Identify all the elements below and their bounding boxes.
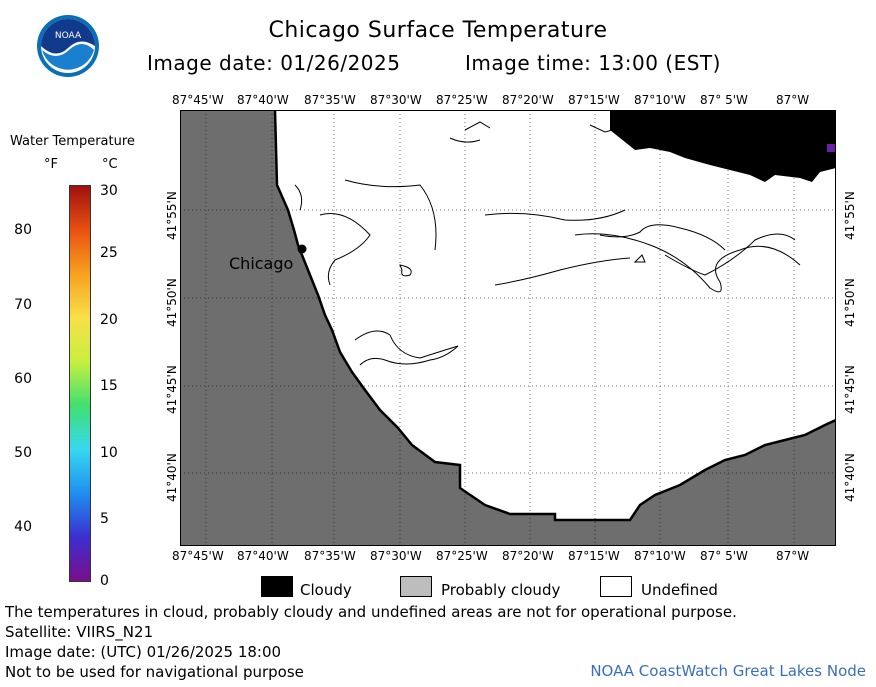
lon-label-bottom: 87°45'W: [172, 549, 224, 563]
c-tick-30: 30: [100, 183, 118, 199]
temperature-contours: [294, 121, 801, 366]
lat-label-left: 41°40'N: [165, 453, 179, 502]
image-time: Image time: 13:00 (EST): [465, 51, 721, 75]
cloudy-swatch: [261, 576, 293, 597]
temperature-map[interactable]: Chicago: [180, 110, 836, 546]
cloudy-key-label: Cloudy: [300, 581, 352, 599]
map-frame: [180, 110, 836, 546]
lat-label-left: 41°45'N: [165, 365, 179, 414]
c-tick-10: 10: [100, 445, 118, 461]
lon-label-bottom: 87°20'W: [502, 549, 554, 563]
land-area: [180, 110, 836, 546]
probably-cloudy-key-label: Probably cloudy: [441, 581, 561, 599]
legend-unit-c: °C: [102, 157, 118, 172]
f-tick-50: 50: [14, 445, 32, 461]
lon-label-top: 87°20'W: [502, 93, 554, 107]
utc-date: Image date: (UTC) 01/26/2025 18:00: [5, 643, 282, 661]
lon-label-top: 87°40'W: [237, 93, 289, 107]
lon-label-bottom: 87°15'W: [568, 549, 620, 563]
shoreline: [273, 110, 836, 522]
lon-label-bottom: 87° 5'W: [700, 549, 748, 563]
lon-label-top: 87° 5'W: [700, 93, 748, 107]
c-tick-20: 20: [100, 312, 118, 328]
lon-label-top: 87°W: [776, 93, 810, 107]
f-tick-70: 70: [14, 297, 32, 313]
lon-label-top: 87°45'W: [172, 93, 224, 107]
lon-label-bottom: 87°35'W: [304, 549, 356, 563]
legend-unit-f: °F: [44, 157, 58, 172]
lon-label-top: 87°15'W: [568, 93, 620, 107]
navigation-note: Not to be used for navigational purpose: [5, 663, 304, 681]
undefined-key-label: Undefined: [641, 581, 718, 599]
probably-cloudy-swatch: [400, 576, 432, 597]
image-date: Image date: 01/26/2025: [147, 51, 401, 75]
temperature-colorbar: [69, 185, 91, 582]
lat-label-right: 41°55'N: [843, 191, 857, 240]
operational-note: The temperatures in cloud, probably clou…: [5, 603, 737, 621]
lat-lon-grid: [180, 110, 836, 546]
legend-title: Water Temperature: [10, 134, 135, 149]
lon-label-bottom: 87°30'W: [370, 549, 422, 563]
page-title: Chicago Surface Temperature: [268, 18, 608, 43]
coastwatch-node-link[interactable]: NOAA CoastWatch Great Lakes Node: [590, 662, 866, 680]
c-tick-5: 5: [100, 511, 109, 527]
lon-label-top: 87°30'W: [370, 93, 422, 107]
c-tick-0: 0: [100, 573, 109, 589]
lon-label-bottom: 87°10'W: [634, 549, 686, 563]
logo-text: NOAA: [55, 31, 82, 41]
c-tick-25: 25: [100, 245, 118, 261]
lon-label-top: 87°35'W: [304, 93, 356, 107]
lon-label-bottom: 87°25'W: [436, 549, 488, 563]
f-tick-60: 60: [14, 371, 32, 387]
undefined-swatch: [600, 576, 632, 597]
lon-label-bottom: 87°40'W: [237, 549, 289, 563]
f-tick-80: 80: [14, 222, 32, 238]
lat-label-right: 41°50'N: [843, 278, 857, 327]
chicago-label: Chicago: [229, 254, 293, 273]
lat-label-right: 41°40'N: [843, 453, 857, 502]
lon-label-top: 87°25'W: [436, 93, 488, 107]
lat-label-right: 41°45'N: [843, 365, 857, 414]
lon-label-top: 87°10'W: [634, 93, 686, 107]
purple-pixel: [827, 144, 836, 152]
c-tick-15: 15: [100, 378, 118, 394]
satellite-info: Satellite: VIIRS_N21: [5, 623, 154, 641]
cloudy-area: [610, 110, 836, 182]
noaa-logo: NOAA: [37, 15, 99, 77]
lat-label-left: 41°55'N: [165, 191, 179, 240]
lon-label-bottom: 87°W: [776, 549, 810, 563]
f-tick-40: 40: [14, 519, 32, 535]
lat-label-left: 41°50'N: [165, 278, 179, 327]
chicago-marker[interactable]: [297, 244, 307, 254]
